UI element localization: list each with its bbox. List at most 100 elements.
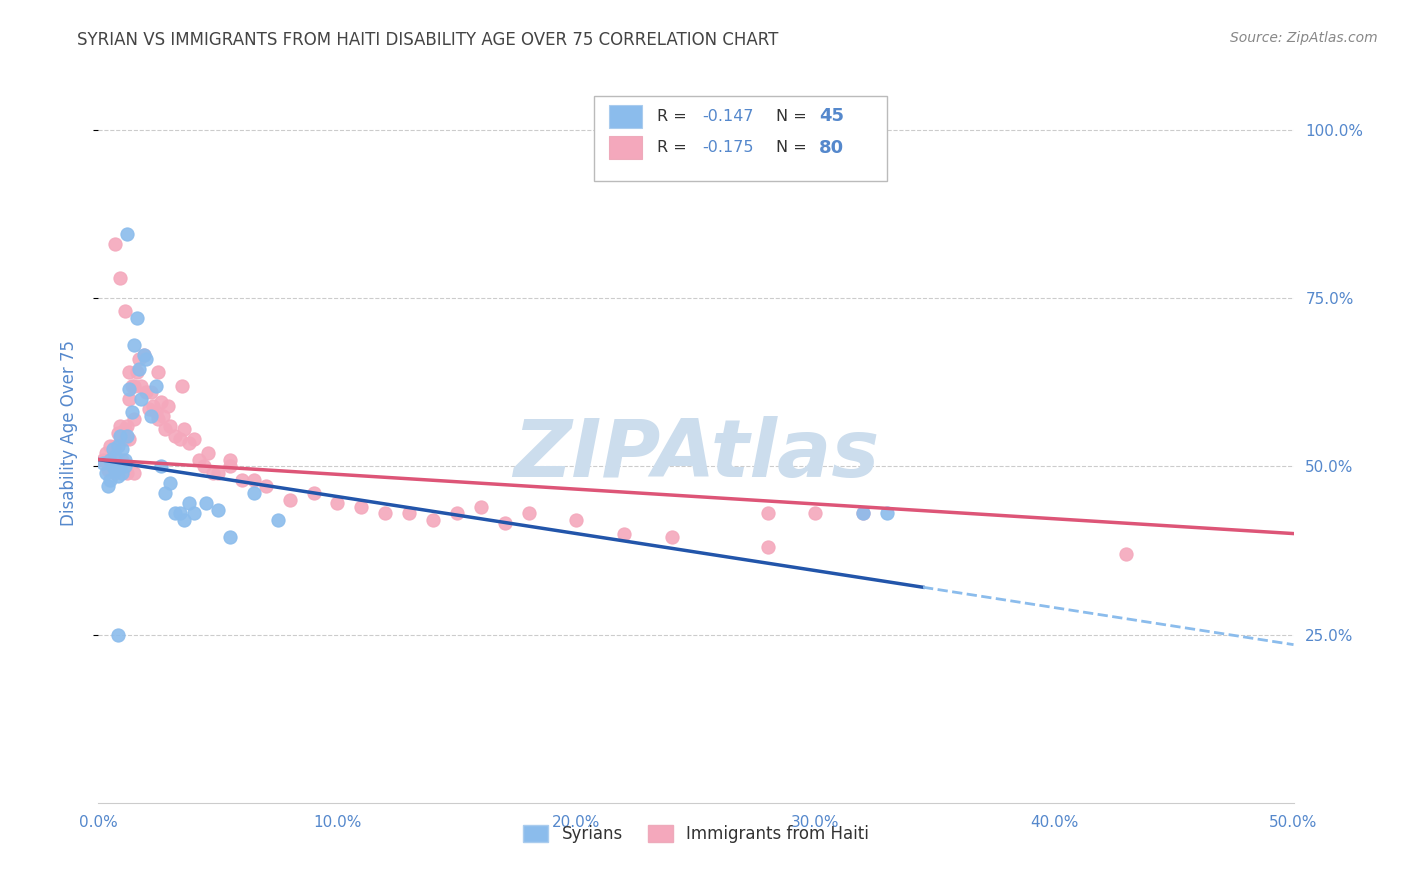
Point	[114, 452, 136, 467]
Text: 45: 45	[820, 108, 844, 126]
Point	[169, 433, 191, 447]
Point	[114, 459, 136, 474]
Point	[124, 466, 146, 480]
Point	[128, 351, 150, 366]
Point	[124, 338, 146, 352]
Point	[613, 526, 636, 541]
Point	[124, 412, 146, 426]
Point	[169, 507, 191, 521]
Point	[187, 452, 209, 467]
Point	[115, 418, 138, 433]
Text: -0.147: -0.147	[702, 109, 754, 124]
Point	[207, 466, 229, 480]
Point	[98, 456, 122, 470]
Point	[267, 513, 290, 527]
Point	[876, 507, 898, 521]
Point	[219, 452, 242, 467]
Point	[115, 466, 138, 480]
Legend: Syrians, Immigrants from Haiti: Syrians, Immigrants from Haiti	[516, 819, 876, 850]
Point	[278, 492, 301, 507]
Point	[422, 513, 444, 527]
Point	[104, 237, 127, 252]
FancyBboxPatch shape	[609, 136, 643, 160]
Point	[302, 486, 325, 500]
Point	[398, 507, 420, 521]
Point	[115, 227, 138, 241]
Text: ZIPAtlas: ZIPAtlas	[513, 416, 879, 494]
Point	[517, 507, 540, 521]
Point	[118, 365, 141, 379]
Text: R =: R =	[657, 109, 692, 124]
Point	[101, 449, 124, 463]
Point	[125, 311, 148, 326]
Point	[101, 459, 124, 474]
Point	[142, 399, 165, 413]
Point	[145, 378, 167, 392]
Point	[104, 449, 127, 463]
Point	[132, 348, 155, 362]
Point	[374, 507, 396, 521]
Point	[131, 378, 153, 392]
Point	[101, 459, 124, 474]
Point	[326, 496, 349, 510]
Point	[108, 429, 131, 443]
Point	[159, 476, 181, 491]
FancyBboxPatch shape	[609, 104, 643, 128]
Point	[104, 439, 127, 453]
Point	[104, 462, 127, 476]
Point	[163, 507, 186, 521]
Point	[98, 452, 122, 467]
Point	[91, 452, 114, 467]
Point	[138, 402, 160, 417]
Point	[149, 395, 172, 409]
Point	[219, 530, 242, 544]
Point	[155, 422, 177, 436]
Point	[114, 422, 136, 436]
Point	[148, 365, 170, 379]
Point	[121, 405, 143, 419]
Text: N =: N =	[776, 109, 811, 124]
Point	[163, 429, 186, 443]
Point	[135, 351, 157, 366]
Point	[111, 442, 134, 457]
Point	[118, 433, 141, 447]
Point	[159, 418, 181, 433]
Point	[97, 479, 120, 493]
Point	[108, 456, 131, 470]
Point	[804, 507, 827, 521]
Point	[107, 439, 129, 453]
Point	[156, 399, 179, 413]
Point	[149, 459, 172, 474]
Point	[470, 500, 492, 514]
Point	[193, 459, 215, 474]
Point	[115, 429, 138, 443]
Point	[111, 452, 134, 467]
Point	[124, 378, 146, 392]
Text: SYRIAN VS IMMIGRANTS FROM HAITI DISABILITY AGE OVER 75 CORRELATION CHART: SYRIAN VS IMMIGRANTS FROM HAITI DISABILI…	[77, 31, 779, 49]
Text: Source: ZipAtlas.com: Source: ZipAtlas.com	[1230, 31, 1378, 45]
Point	[756, 540, 779, 554]
Point	[114, 433, 136, 447]
Point	[197, 446, 219, 460]
Point	[91, 456, 114, 470]
Text: 80: 80	[820, 138, 844, 157]
Point	[219, 459, 242, 474]
Point	[128, 361, 150, 376]
Y-axis label: Disability Age Over 75: Disability Age Over 75	[59, 340, 77, 525]
Point	[94, 466, 117, 480]
Point	[446, 507, 468, 521]
Point	[107, 452, 129, 467]
Point	[565, 513, 588, 527]
Point	[183, 433, 205, 447]
Point	[173, 422, 195, 436]
Point	[107, 425, 129, 440]
Point	[172, 378, 194, 392]
Point	[114, 304, 136, 318]
Point	[135, 385, 157, 400]
Point	[118, 382, 141, 396]
Point	[661, 530, 683, 544]
Point	[207, 503, 229, 517]
Point	[98, 439, 122, 453]
Point	[121, 378, 143, 392]
Point	[202, 466, 225, 480]
